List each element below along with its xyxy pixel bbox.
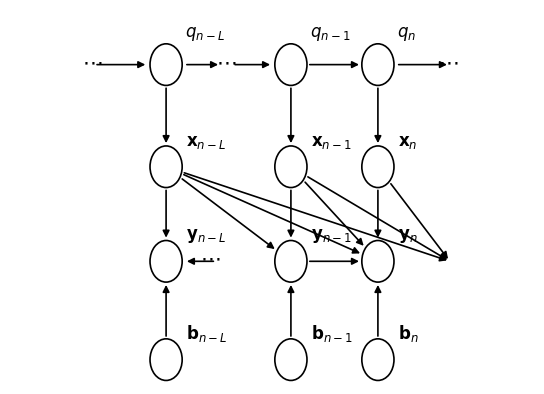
Text: $\mathbf{b}_{n-L}$: $\mathbf{b}_{n-L}$	[186, 323, 227, 344]
Text: $\mathbf{x}_{n-L}$: $\mathbf{x}_{n-L}$	[186, 133, 226, 151]
Ellipse shape	[362, 240, 394, 282]
Text: $\cdots$: $\cdots$	[82, 53, 103, 73]
Text: $\mathbf{y}_{n-L}$: $\mathbf{y}_{n-L}$	[186, 227, 226, 245]
Text: $\cdots$: $\cdots$	[200, 249, 221, 269]
Text: $\mathbf{y}_n$: $\mathbf{y}_n$	[398, 227, 417, 245]
Ellipse shape	[362, 44, 394, 85]
Ellipse shape	[275, 146, 307, 188]
Text: $\mathbf{y}_{n-1}$: $\mathbf{y}_{n-1}$	[311, 227, 351, 245]
Text: $\mathbf{b}_{n-1}$: $\mathbf{b}_{n-1}$	[311, 323, 353, 344]
Text: $q_n$: $q_n$	[397, 25, 416, 43]
Text: $\mathbf{b}_n$: $\mathbf{b}_n$	[398, 323, 418, 344]
Ellipse shape	[275, 240, 307, 282]
Ellipse shape	[150, 44, 182, 85]
Ellipse shape	[150, 240, 182, 282]
Ellipse shape	[362, 339, 394, 381]
Text: $\mathbf{x}_n$: $\mathbf{x}_n$	[398, 133, 417, 151]
Ellipse shape	[275, 44, 307, 85]
Ellipse shape	[150, 339, 182, 381]
Text: $\cdots$: $\cdots$	[217, 53, 237, 73]
Text: $\mathbf{x}_{n-1}$: $\mathbf{x}_{n-1}$	[311, 133, 351, 151]
Text: $q_{n-1}$: $q_{n-1}$	[310, 25, 350, 43]
Ellipse shape	[150, 146, 182, 188]
Text: $\cdots$: $\cdots$	[437, 53, 458, 73]
Ellipse shape	[275, 339, 307, 381]
Text: $q_{n-L}$: $q_{n-L}$	[185, 25, 225, 43]
Ellipse shape	[362, 146, 394, 188]
